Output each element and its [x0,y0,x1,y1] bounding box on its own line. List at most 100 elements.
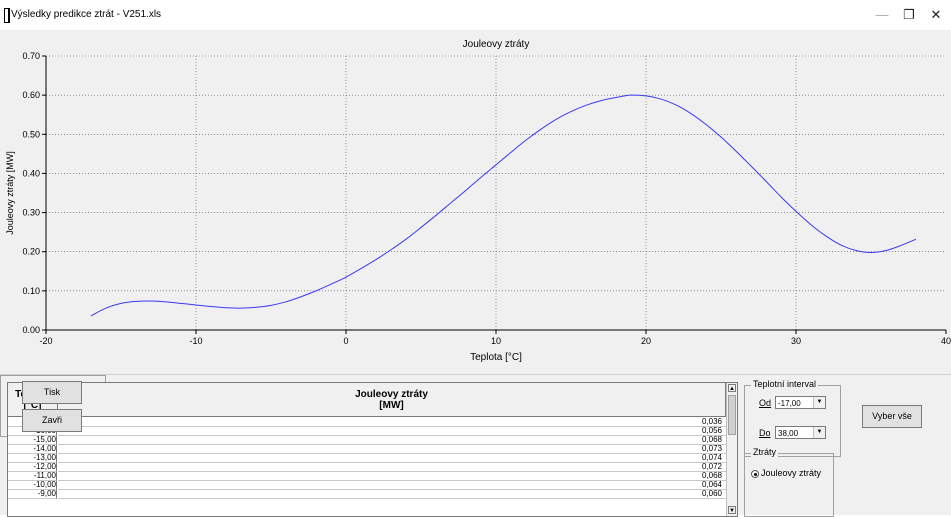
temperature-interval-group: Teplotní interval Od -17,00 ▼ Do 38,00 ▼ [744,379,841,457]
data-point [210,306,211,307]
y-tick-label: 0.30 [22,208,40,218]
data-point [255,307,256,308]
data-point [645,95,646,96]
print-button[interactable]: Tisk [22,381,82,404]
table-row[interactable]: -10,00 0,064 [8,480,726,490]
cell-teplota: -10,00 [8,480,57,490]
select-all-button[interactable]: Vyber vše [862,405,922,428]
data-point [720,136,721,137]
minimize-button[interactable]: — [875,7,889,22]
data-point [570,111,571,112]
data-point [825,235,826,236]
losses-group: Ztráty Jouleovy ztráty [744,447,834,517]
table-row[interactable]: -13,00 0,074 [8,453,726,463]
losses-group-title: Ztráty [751,447,779,457]
data-point [330,284,331,285]
data-point [420,227,421,228]
data-point [195,304,196,305]
data-point [300,296,301,297]
chart: Jouleovy ztráty 0.00 0.10 0.20 0.30 0.40 0.50… [5,39,951,363]
data-point [750,165,751,166]
data-point [555,119,556,120]
cell-ztraty: 0,074 [58,453,726,463]
cell-ztraty: 0,056 [58,426,726,436]
data-point [105,307,106,308]
y-axis-label: Jouleovy ztráty [MW] [5,151,15,235]
scroll-thumb[interactable] [728,395,736,435]
data-point [585,105,586,106]
data-point [150,300,151,301]
column-header-ztraty-line2: [MW] [379,400,404,411]
close-window-button[interactable]: ✕ [930,7,942,22]
cell-teplota: -12,00 [8,462,57,472]
od-label: Od [759,398,772,408]
do-select[interactable]: 38,00 ▼ [775,426,826,439]
table-row[interactable]: -14,00 0,073 [8,444,726,454]
data-point [810,224,811,225]
column-header-ztraty-line1: Jouleovy ztráty [355,389,428,400]
cell-ztraty: 0,072 [58,462,726,472]
table-row[interactable]: -12,00 0,072 [8,462,726,472]
data-point [615,97,616,98]
column-header-teplota-line2: [°C] [23,400,42,411]
x-tick-label: 0 [343,336,348,346]
data-point [660,98,661,99]
y-tick-label: 0.00 [22,325,40,335]
scroll-up-icon[interactable]: ▲ [728,384,736,392]
data-point [540,129,541,130]
column-header-ztraty[interactable]: Jouleovy ztráty [MW] [58,383,726,417]
data-point [735,151,736,152]
data-point [795,211,796,212]
data-point [285,301,286,302]
restore-button[interactable]: ❐ [903,7,915,22]
data-point [690,113,691,114]
y-tick-label: 0.40 [22,168,40,178]
cell-teplota: -14,00 [8,444,57,454]
radio-jouleovy[interactable] [751,470,759,478]
data-point [120,303,121,304]
table-row[interactable]: -15,00 0,068 [8,435,726,445]
data-point [405,239,406,240]
data-point [495,164,496,165]
radio-jouleovy-label[interactable]: Jouleovy ztráty [761,468,822,478]
window-title: Výsledky predikce ztrát - V251.xls [11,9,162,20]
data-point [435,215,436,216]
table-row[interactable]: -16,00 0,056 [8,426,726,436]
x-tick-label: 40 [941,336,951,346]
window-titlebar: Výsledky predikce ztrát - V251.xls — ❐ ✕ [0,0,951,30]
cell-teplota: -13,00 [8,453,57,463]
od-value: -17,00 [778,399,801,408]
data-point [165,301,166,302]
data-point [840,244,841,245]
table-row[interactable]: -11,00 0,068 [8,471,726,481]
od-dropdown-icon[interactable]: ▼ [813,397,825,408]
data-point [465,190,466,191]
scroll-down-icon[interactable]: ▼ [728,506,736,514]
results-table[interactable]: Teplota [°C] Jouleovy ztráty [MW] -17,00… [7,382,738,517]
table-row[interactable]: -17,00 0,036 [8,417,726,427]
bottom-panel: Teplota [°C] Jouleovy ztráty [MW] -17,00… [0,374,951,517]
cell-ztraty: 0,073 [58,444,726,454]
table-scrollbar[interactable]: ▲ ▼ [726,383,737,516]
x-tick-label: 10 [491,336,501,346]
data-point [345,277,346,278]
do-dropdown-icon[interactable]: ▼ [813,427,825,438]
app-icon [4,8,10,23]
data-point [630,95,631,96]
table-row[interactable]: -9,00 0,060 [8,489,726,499]
x-tick-label: 30 [791,336,801,346]
data-point [510,152,511,153]
close-button[interactable]: Zavři [22,409,82,432]
tick-labels: 0.00 0.10 0.20 0.30 0.40 0.50 0.60 0.70 -20 -10 0 1… [22,51,951,346]
data-point [225,307,226,308]
data-point [855,250,856,251]
data-point [390,249,391,250]
temperature-interval-title: Teplotní interval [751,379,819,389]
data-point [135,301,136,302]
data-point [270,305,271,306]
y-tick-label: 0.50 [22,129,40,139]
od-select[interactable]: -17,00 ▼ [775,396,826,409]
y-tick-label: 0.20 [22,247,40,257]
cell-ztraty: 0,068 [58,471,726,481]
data-point [360,268,361,269]
